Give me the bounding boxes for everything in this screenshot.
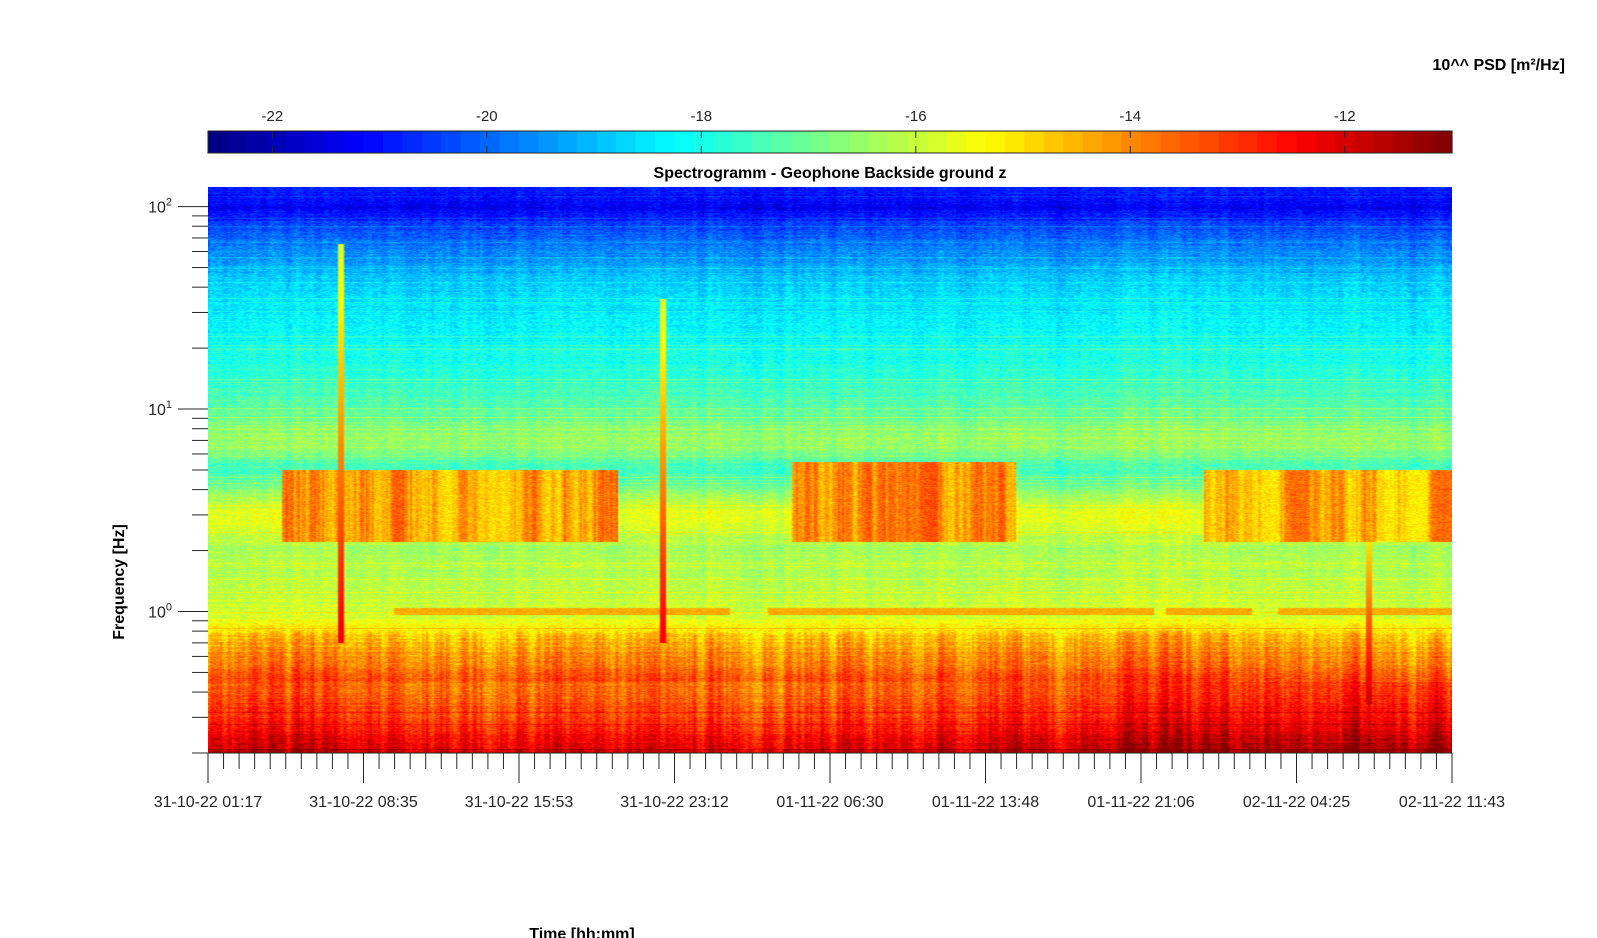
colorbar-ticks: -22 -20 -18 -16 -14 -12 (262, 108, 1356, 153)
y-axis: 100 101 102 (148, 197, 208, 754)
colorbar-tick-label: -22 (262, 108, 284, 125)
colorbar-swatch (1082, 131, 1103, 153)
colorbar-swatch (1315, 131, 1336, 153)
colorbar-swatch (1413, 131, 1434, 153)
colorbar-swatch (693, 131, 714, 153)
y-tick-label: 102 (148, 197, 172, 217)
colorbar-swatch (655, 131, 676, 153)
colorbar-swatch (946, 131, 967, 153)
colorbar-swatch (1043, 131, 1064, 153)
colorbar-swatch (363, 131, 384, 153)
colorbar-swatch (830, 131, 851, 153)
colorbar (207, 130, 1453, 154)
colorbar-swatch (1004, 131, 1025, 153)
colorbar-swatch (246, 131, 267, 153)
colorbar-swatch (538, 131, 559, 153)
colorbar-frame (207, 130, 1453, 154)
y-axis-title: Frequency [Hz] (111, 524, 128, 640)
colorbar-label: 10^^ PSD [m²/Hz] (1433, 57, 1565, 74)
colorbar-swatch (1024, 131, 1045, 153)
colorbar-swatch (1179, 131, 1200, 153)
x-tick-label: 01-11-22 13:48 (932, 794, 1039, 811)
x-tick-label: 31-10-22 08:35 (309, 794, 418, 811)
colorbar-swatch (732, 131, 753, 153)
colorbar-swatch (752, 131, 773, 153)
colorbar-swatch (1063, 131, 1084, 153)
colorbar-swatch (382, 131, 403, 153)
x-tick-label: 31-10-22 01:17 (154, 794, 263, 811)
colorbar-swatch (1257, 131, 1278, 153)
chart-title: Spectrogramm - Geophone Backside ground … (654, 165, 1007, 182)
colorbar-tick-label: -18 (690, 108, 712, 125)
colorbar-swatch (1238, 131, 1259, 153)
colorbar-swatch (557, 131, 578, 153)
x-axis-title: Time [hh:mm] (529, 926, 634, 938)
colorbar-tick-label: -14 (1119, 108, 1141, 125)
colorbar-swatch (1374, 131, 1395, 153)
colorbar-swatch (227, 131, 248, 153)
colorbar-swatch (966, 131, 987, 153)
colorbar-swatch (421, 131, 442, 153)
colorbar-swatch (441, 131, 462, 153)
colorbar-swatch (1218, 131, 1239, 153)
y-tick-label: 101 (148, 399, 172, 419)
colorbar-swatch (1432, 131, 1453, 153)
colorbar-swatch (1277, 131, 1298, 153)
colorbar-tick-label: -20 (476, 108, 498, 125)
colorbar-swatch (266, 131, 287, 153)
x-tick-label: 01-11-22 06:30 (776, 794, 883, 811)
colorbar-swatch (344, 131, 365, 153)
x-tick-label: 31-10-22 23:12 (620, 794, 729, 811)
x-tick-label: 31-10-22 15:53 (465, 794, 574, 811)
colorbar-swatch (1102, 131, 1123, 153)
colorbar-swatch (791, 131, 812, 153)
colorbar-swatch (285, 131, 306, 153)
y-tick-label: 100 (148, 602, 172, 622)
colorbar-swatch (1199, 131, 1220, 153)
colorbar-swatch (577, 131, 598, 153)
colorbar-swatch (635, 131, 656, 153)
colorbar-swatch (480, 131, 501, 153)
colorbar-swatch (907, 131, 928, 153)
colorbar-swatch (208, 131, 229, 153)
colorbar-swatch (1141, 131, 1162, 153)
colorbar-swatch (1296, 131, 1317, 153)
colorbar-swatch (616, 131, 637, 153)
colorbar-swatch (985, 131, 1006, 153)
colorbar-swatch (1121, 131, 1142, 153)
colorbar-swatch (1335, 131, 1356, 153)
colorbar-swatch (1160, 131, 1181, 153)
spectrogram-image (208, 187, 1452, 753)
colorbar-swatch (868, 131, 889, 153)
colorbar-swatch (596, 131, 617, 153)
colorbar-swatch (324, 131, 345, 153)
colorbar-swatch (849, 131, 870, 153)
colorbar-swatch (927, 131, 948, 153)
colorbar-swatch (810, 131, 831, 153)
colorbar-swatch (499, 131, 520, 153)
colorbar-swatch (771, 131, 792, 153)
colorbar-tick-label: -16 (905, 108, 927, 125)
colorbar-swatch (674, 131, 695, 153)
colorbar-swatch (713, 131, 734, 153)
x-tick-label: 02-11-22 04:25 (1243, 794, 1350, 811)
colorbar-tick-label: -12 (1334, 108, 1356, 125)
x-tick-label: 01-11-22 21:06 (1087, 794, 1194, 811)
colorbar-swatch (888, 131, 909, 153)
colorbar-swatch (305, 131, 326, 153)
colorbar-swatch (402, 131, 423, 153)
colorbar-swatch (1393, 131, 1414, 153)
x-axis: 31-10-22 01:17 31-10-22 08:35 31-10-22 15:… (154, 752, 1505, 811)
colorbar-swatch (460, 131, 481, 153)
x-tick-label: 02-11-22 11:43 (1399, 794, 1505, 811)
colorbar-swatch (519, 131, 540, 153)
colorbar-swatch (1354, 131, 1375, 153)
